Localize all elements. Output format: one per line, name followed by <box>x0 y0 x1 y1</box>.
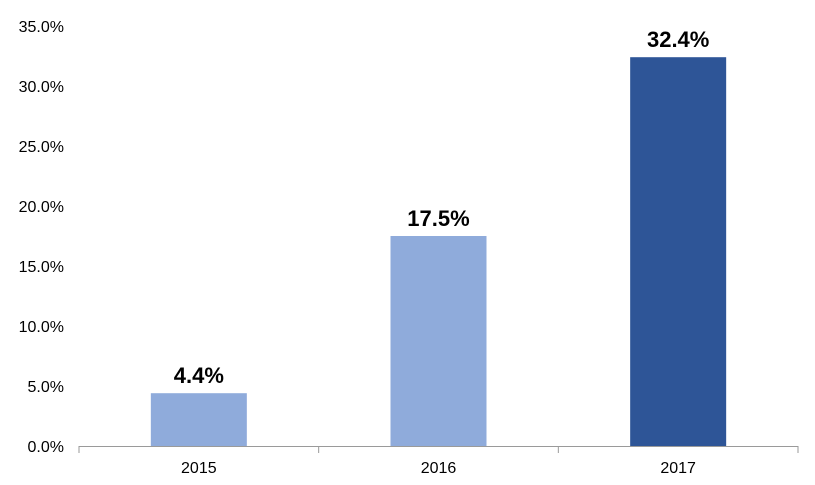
bar-2016 <box>390 236 487 446</box>
data-labels: 4.4% 17.5% 32.4% <box>174 27 710 388</box>
y-tick-label: 10.0% <box>19 319 64 336</box>
data-label-2016: 17.5% <box>407 206 469 231</box>
y-tick-label: 5.0% <box>28 379 64 396</box>
bars <box>150 57 727 446</box>
y-tick-label: 20.0% <box>19 199 64 216</box>
bar-2017 <box>630 57 727 446</box>
x-axis-tick-labels: 2015 2016 2017 <box>181 460 696 477</box>
x-tick-label: 2015 <box>181 460 217 477</box>
y-tick-label: 15.0% <box>19 259 64 276</box>
bar-2015 <box>150 393 247 446</box>
y-tick-label: 30.0% <box>19 79 64 96</box>
y-tick-label: 35.0% <box>19 19 64 36</box>
y-tick-label: 25.0% <box>19 139 64 156</box>
y-tick-label: 0.0% <box>28 439 64 456</box>
x-tick-label: 2016 <box>421 460 457 477</box>
data-label-2017: 32.4% <box>647 27 709 52</box>
y-axis-tick-labels: 0.0% 5.0% 10.0% 15.0% 20.0% 25.0% 30.0% 35.0% <box>19 19 64 456</box>
x-tick-label: 2017 <box>660 460 696 477</box>
data-label-2015: 4.4% <box>174 363 224 388</box>
x-axis-ticks <box>78 446 799 453</box>
